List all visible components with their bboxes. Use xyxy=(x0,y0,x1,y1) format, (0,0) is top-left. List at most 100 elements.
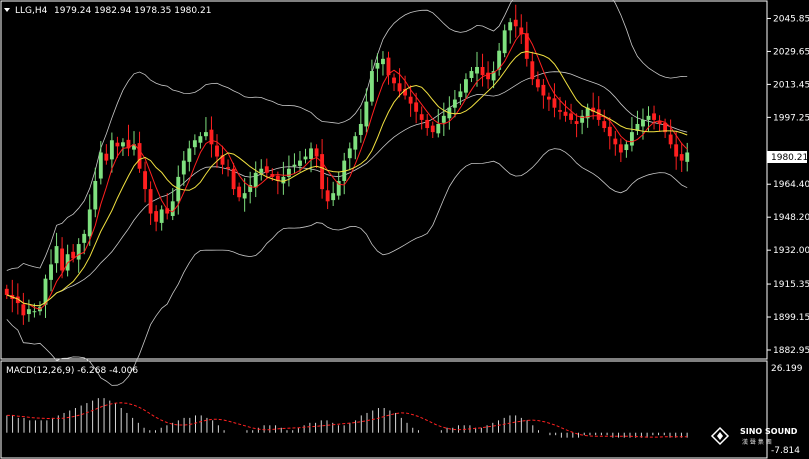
candle-body[interactable] xyxy=(392,77,396,84)
candle-body[interactable] xyxy=(154,211,159,222)
candle-body[interactable] xyxy=(497,50,502,70)
candle-body[interactable] xyxy=(369,71,374,102)
candle-body[interactable] xyxy=(674,144,679,157)
candle-body[interactable] xyxy=(652,113,656,120)
candle-body[interactable] xyxy=(618,144,623,153)
candle-body[interactable] xyxy=(203,132,208,137)
candle-body[interactable] xyxy=(546,96,551,100)
candle-body[interactable] xyxy=(104,153,109,161)
candle-body[interactable] xyxy=(513,19,518,27)
candle-body[interactable] xyxy=(4,288,9,295)
candle-body[interactable] xyxy=(486,72,491,80)
candle-body[interactable] xyxy=(364,101,369,127)
candle-body[interactable] xyxy=(381,58,385,65)
candle-body[interactable] xyxy=(668,134,673,145)
candle-body[interactable] xyxy=(215,145,219,157)
candle-body[interactable] xyxy=(26,309,31,315)
candle-body[interactable] xyxy=(629,132,634,146)
candle-body[interactable] xyxy=(491,71,496,81)
candle-body[interactable] xyxy=(602,121,607,129)
candle-body[interactable] xyxy=(209,129,214,145)
dropdown-triangle-icon[interactable] xyxy=(4,8,10,12)
candle-body[interactable] xyxy=(508,22,513,31)
candle-body[interactable] xyxy=(60,248,65,271)
candle-body[interactable] xyxy=(165,208,170,214)
candle-body[interactable] xyxy=(309,148,313,159)
candle-body[interactable] xyxy=(170,201,175,216)
candle-body[interactable] xyxy=(502,30,507,54)
candle-body[interactable] xyxy=(253,172,258,188)
candle-body[interactable] xyxy=(580,115,585,123)
candle-body[interactable] xyxy=(264,166,269,173)
candle-body[interactable] xyxy=(569,113,573,120)
candle-body[interactable] xyxy=(596,109,601,120)
candle-body[interactable] xyxy=(115,142,120,147)
candle-body[interactable] xyxy=(646,115,651,120)
candle-body[interactable] xyxy=(314,148,319,157)
candle-body[interactable] xyxy=(93,180,98,210)
candle-body[interactable] xyxy=(98,152,103,179)
candle-body[interactable] xyxy=(685,152,690,162)
candle-body[interactable] xyxy=(82,233,87,243)
candle-body[interactable] xyxy=(552,98,557,108)
candle-body[interactable] xyxy=(358,123,363,135)
candle-body[interactable] xyxy=(242,193,247,199)
candle-body[interactable] xyxy=(148,189,153,214)
candle-body[interactable] xyxy=(292,164,297,167)
candle-body[interactable] xyxy=(237,186,242,198)
candle-body[interactable] xyxy=(397,83,402,92)
candle-body[interactable] xyxy=(32,311,37,313)
candle-body[interactable] xyxy=(121,142,125,147)
candle-body[interactable] xyxy=(558,110,562,112)
candle-body[interactable] xyxy=(475,66,479,74)
candle-body[interactable] xyxy=(286,168,291,177)
candle-body[interactable] xyxy=(231,168,236,190)
candle-body[interactable] xyxy=(386,57,391,76)
candle-body[interactable] xyxy=(591,107,596,112)
candle-body[interactable] xyxy=(452,99,457,108)
candle-body[interactable] xyxy=(635,123,640,131)
candle-body[interactable] xyxy=(132,144,136,150)
candle-body[interactable] xyxy=(331,193,336,201)
candle-body[interactable] xyxy=(21,304,26,316)
candle-body[interactable] xyxy=(464,79,468,93)
candle-body[interactable] xyxy=(519,27,524,35)
candle-body[interactable] xyxy=(679,154,684,161)
candle-body[interactable] xyxy=(192,140,197,148)
candle-body[interactable] xyxy=(181,160,186,175)
candle-body[interactable] xyxy=(325,190,330,202)
candle-body[interactable] xyxy=(15,296,20,304)
candle-body[interactable] xyxy=(541,84,546,96)
candle-body[interactable] xyxy=(336,180,341,196)
candle-body[interactable] xyxy=(275,175,280,181)
candle-body[interactable] xyxy=(43,278,48,305)
candle-body[interactable] xyxy=(226,167,230,169)
candle-body[interactable] xyxy=(403,88,408,96)
candle-body[interactable] xyxy=(71,251,76,259)
candle-body[interactable] xyxy=(563,111,568,116)
candle-body[interactable] xyxy=(480,66,485,76)
candle-body[interactable] xyxy=(143,171,148,190)
candle-body[interactable] xyxy=(530,61,535,80)
candle-body[interactable] xyxy=(320,154,325,190)
candle-body[interactable] xyxy=(49,264,53,280)
candle-body[interactable] xyxy=(425,119,430,129)
candle-body[interactable] xyxy=(663,122,668,133)
candle-body[interactable] xyxy=(574,121,579,124)
candle-body[interactable] xyxy=(87,209,92,237)
candle-body[interactable] xyxy=(298,160,302,166)
candle-body[interactable] xyxy=(414,102,419,112)
candle-body[interactable] xyxy=(187,148,192,162)
candle-body[interactable] xyxy=(458,91,463,98)
candle-body[interactable] xyxy=(419,114,424,120)
candle-body[interactable] xyxy=(613,138,618,145)
candle-body[interactable] xyxy=(259,168,264,173)
candle-body[interactable] xyxy=(641,119,645,127)
candle-body[interactable] xyxy=(607,126,612,137)
candle-body[interactable] xyxy=(126,139,131,149)
candle-body[interactable] xyxy=(54,246,59,264)
candle-body[interactable] xyxy=(436,123,441,134)
candle-body[interactable] xyxy=(408,96,413,104)
candle-body[interactable] xyxy=(220,155,225,165)
